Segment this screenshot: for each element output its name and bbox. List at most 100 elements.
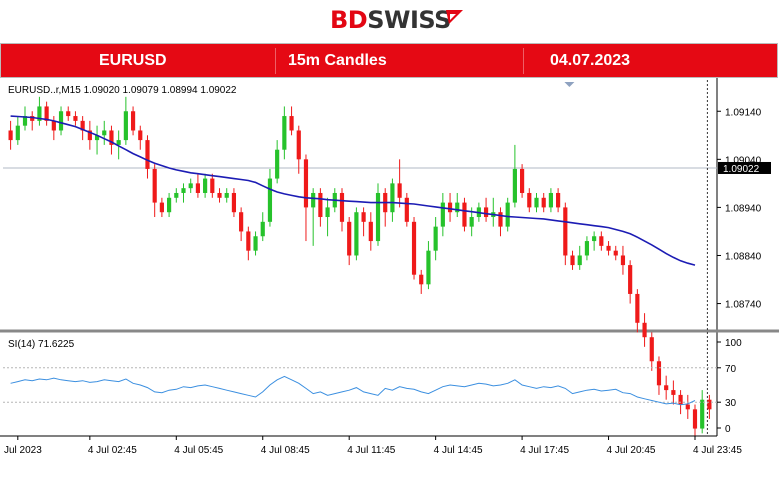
candle-body [318,192,323,218]
candle-body [354,212,359,256]
candle-body [145,140,150,169]
candle-body [138,130,143,141]
rsi-tick-label: 0 [725,424,731,435]
rsi-pane: SI(14) 71.6225 100 70 30 0 [3,338,742,435]
candle-body [685,404,690,410]
candle-body [303,159,309,208]
brand-wordmark: BDSWISS [330,6,451,34]
candle-body [469,217,474,227]
candle-body [628,265,633,294]
candle-body [159,202,164,213]
candle-body [282,116,287,150]
candle-body [483,207,489,218]
banner-divider [523,48,524,74]
candle-body [599,236,604,246]
brand-flag-icon [446,10,463,24]
candle-body [361,212,366,222]
chart-banner: EURUSD 15m Candles 04.07.2023 [0,43,778,78]
candle-body [433,226,438,251]
candle-body [390,183,395,213]
candle-body [253,236,258,251]
time-tick-label: 4 Jul 23:45 [693,445,742,456]
candle-body [325,207,330,218]
candle-body [505,202,510,227]
banner-timeframe: 15m Candles [288,52,387,69]
candlestick-chart: EURUSD..r,M15 1.09020 1.09079 1.08994 1.… [0,78,779,482]
candle-body [246,231,251,251]
candle-body [556,192,561,208]
candle-body [577,255,582,266]
candle-body [404,197,409,222]
candle-body [231,192,237,213]
candle-body [152,168,157,203]
candle-body [541,197,546,208]
candle-body [311,192,316,208]
candle-body [339,192,345,222]
candle-body [275,149,280,179]
candle-body [375,192,381,242]
time-axis: Jul 2023 4 Jul 02:45 4 Jul 05:45 4 Jul 08:4… [0,435,742,456]
candle-body [102,130,107,136]
candle-body [188,183,193,189]
candle-body [692,409,698,429]
time-tick-label: Jul 2023 [4,445,42,456]
price-tick-label: 1.08740 [725,300,762,311]
current-price-label: 1.09022 [723,164,760,175]
rsi-tick-label: 30 [725,398,737,409]
candle-body [66,111,71,117]
candle-body [700,399,705,429]
candle-body [592,236,597,242]
time-tick-label: 4 Jul 14:45 [434,445,483,456]
candle-body [527,192,532,208]
candle-body [411,221,417,275]
candle-body [563,207,568,256]
time-tick-label: 4 Jul 02:45 [88,445,137,456]
candle-body [109,130,114,145]
chart-header: EURUSD..r,M15 1.09020 1.09079 1.08994 1.… [8,85,237,96]
candle-body [224,192,229,198]
candle-body [94,135,100,141]
candle-body [22,116,28,126]
candle-body [123,111,128,141]
time-tick-label: 4 Jul 05:45 [174,445,223,456]
candle-body [397,183,402,198]
moving-average-line [10,115,696,266]
candle-body [167,197,172,213]
candle-body [181,188,186,193]
candle-body [239,212,244,232]
candle-body [8,130,13,141]
candle-body [210,178,215,193]
candle-body [203,178,208,193]
price-tick-label: 1.08840 [725,251,762,262]
candle-body [289,116,294,131]
rsi-tick-label: 100 [725,338,742,349]
candle-body [440,202,445,227]
candle-body [606,245,611,251]
candle-body [520,168,525,193]
shift-marker-icon [564,82,575,87]
candle-body [347,221,352,256]
time-tick-label: 4 Jul 20:45 [607,445,656,456]
candle-body [87,130,92,141]
price-tick-label: 1.08940 [725,203,762,214]
candle-body [447,202,453,213]
candle-body [534,197,539,208]
price-tick-label: 1.09140 [725,107,762,118]
candle-body [58,111,64,131]
candle-body [260,221,265,237]
candle-body [613,250,618,256]
candle-body [584,241,590,256]
candle-body [656,361,662,386]
rsi-tick-label: 70 [725,364,737,375]
candle-body [570,255,575,266]
candle-body [462,202,467,227]
banner-divider [275,48,276,74]
candle-body [174,192,179,198]
candle-body [37,106,42,121]
candle-body [512,168,517,203]
price-pane: EURUSD..r,M15 1.09020 1.09079 1.08994 1.… [0,78,779,439]
candle-body [80,120,85,131]
candle-body [426,250,431,285]
candle-body [635,293,640,323]
candle-body [649,337,654,362]
